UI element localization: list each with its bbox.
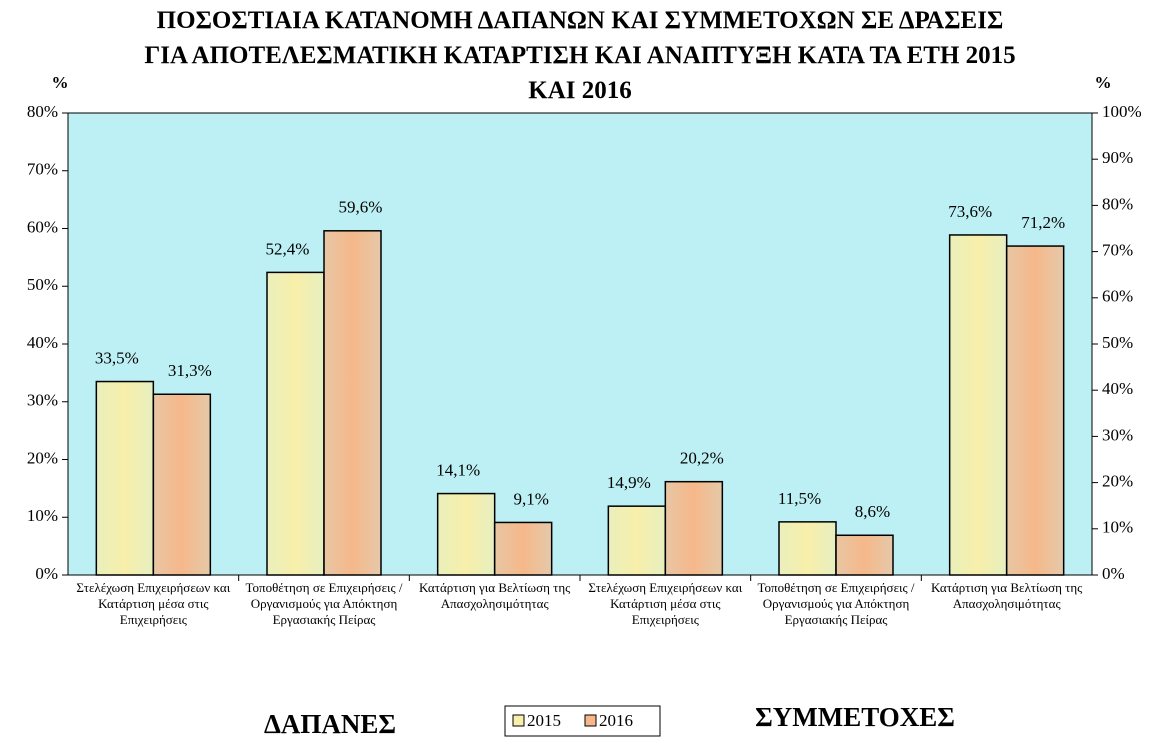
chart-title: ΠΟΣΟΣΤΙΑΙΑ ΚΑΤΑΝΟΜΗ ΔΑΠΑΝΩΝ ΚΑΙ ΣΥΜΜΕΤΟΧ… xyxy=(144,7,1015,104)
group-label: ΔΑΠΑΝΕΣ xyxy=(264,709,396,739)
y-tick-label: 40% xyxy=(27,333,58,352)
bar xyxy=(266,271,325,576)
value-label: 8,6% xyxy=(855,502,890,521)
value-label: 33,5% xyxy=(95,348,139,367)
bar xyxy=(948,234,1008,576)
value-label: 11,5% xyxy=(778,489,821,508)
y2-tick-label: 0% xyxy=(1102,564,1125,583)
y2-tick-label: 80% xyxy=(1102,194,1133,213)
bar xyxy=(95,380,155,576)
y2-tick-label: 90% xyxy=(1102,148,1133,167)
bar xyxy=(152,393,212,576)
bar xyxy=(664,480,724,576)
bar xyxy=(323,230,382,576)
y2-tick-label: 60% xyxy=(1102,287,1133,306)
legend-label: 2015 xyxy=(527,711,561,730)
legend-swatch xyxy=(512,714,525,727)
y-tick-label: 60% xyxy=(27,217,58,236)
bar xyxy=(436,492,496,576)
bar xyxy=(1005,245,1065,576)
x-tick-label: Στελέχωση Επιχειρήσεων και Κατάρτιση μέσα… xyxy=(76,580,230,627)
legend-swatch xyxy=(584,714,597,727)
x-tick-label: Στελέχωση Επιχειρήσεων και Κατάρτιση μέσα… xyxy=(588,580,742,627)
value-label: 31,3% xyxy=(168,361,212,380)
value-label: 14,1% xyxy=(436,460,480,479)
value-label: 73,6% xyxy=(948,202,992,221)
y-tick-label: 30% xyxy=(27,391,58,410)
y-tick-label: 80% xyxy=(27,102,58,121)
y-tick-label: 50% xyxy=(27,275,58,294)
y-tick-label: 10% xyxy=(27,506,58,525)
y2-tick-label: 20% xyxy=(1102,472,1133,491)
group-label: ΣΥΜΜΕΤΟΧΕΣ xyxy=(755,702,955,732)
y2-tick-label: 100% xyxy=(1102,102,1142,121)
plot-area xyxy=(67,112,1093,576)
y2-tick-label: 40% xyxy=(1102,379,1133,398)
bar xyxy=(607,505,667,576)
y-tick-label: 20% xyxy=(27,448,58,467)
bar xyxy=(778,521,837,576)
y-tick-label: 0% xyxy=(35,564,58,583)
y2-tick-label: 30% xyxy=(1102,425,1133,444)
y2-axis-label: % xyxy=(1095,73,1112,92)
x-tick-label: Κατάρτιση για Βελτίωση της Απασχολησιμότη… xyxy=(419,580,571,611)
legend-box xyxy=(504,705,661,737)
value-label: 52,4% xyxy=(266,239,310,258)
y2-tick-label: 70% xyxy=(1102,241,1133,260)
bar xyxy=(493,521,553,576)
y2-tick-label: 10% xyxy=(1102,518,1133,537)
y-axis-label: % xyxy=(52,73,69,92)
value-label: 71,2% xyxy=(1021,213,1065,232)
legend-label: 2016 xyxy=(599,711,633,730)
x-tick-label: Τοποθέτηση σε Επιχειρήσεις / Οργανισμούς … xyxy=(757,580,914,627)
bar xyxy=(835,534,894,576)
value-label: 14,9% xyxy=(607,473,651,492)
value-label: 59,6% xyxy=(339,198,383,217)
y-tick-label: 70% xyxy=(27,160,58,179)
value-label: 9,1% xyxy=(513,489,548,508)
x-tick-label: Τοποθέτηση σε Επιχειρήσεις / Οργανισμούς … xyxy=(245,580,402,627)
x-tick-label: Κατάρτιση για Βελτίωση της Απασχολησιμότη… xyxy=(931,580,1083,611)
value-label: 20,2% xyxy=(680,449,724,468)
y2-tick-label: 50% xyxy=(1102,333,1133,352)
